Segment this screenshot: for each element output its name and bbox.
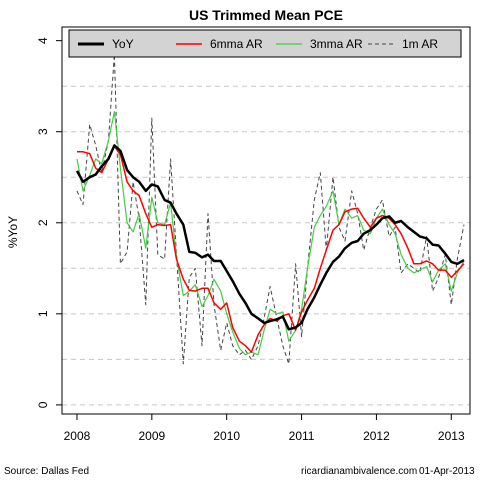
series-line-1m-ar — [76, 53, 465, 365]
legend-label-2: 3mma AR — [310, 37, 363, 51]
x-tick-label-4: 2012 — [363, 429, 390, 443]
legend-label-1: 6mma AR — [210, 37, 263, 51]
y-tick-label-3: 3 — [36, 128, 50, 135]
y-tick-label-1: 1 — [36, 310, 50, 317]
series-line-yoy — [75, 144, 465, 331]
y-tick-label-4: 4 — [36, 37, 50, 44]
x-tick-label-3: 2011 — [289, 429, 315, 443]
legend-label-3: 1m AR — [402, 37, 438, 51]
legend: YoY 6mma AR 3mma AR 1m AR — [68, 29, 462, 58]
series-layer — [75, 53, 465, 365]
y-axis-label: %YoY — [6, 216, 20, 248]
legend-label-0: YoY — [112, 37, 134, 51]
series-line-3mma-ar — [76, 111, 465, 356]
x-tick-label-5: 2013 — [438, 429, 465, 443]
y-tick-label-2: 2 — [36, 219, 50, 226]
series-line-6mma-ar — [77, 145, 465, 353]
chart-title: US Trimmed Mean PCE — [189, 7, 343, 23]
source-note: Source: Dallas Fed — [4, 466, 89, 477]
date-note: 01-Apr-2013 — [419, 466, 475, 477]
x-tick-label-2: 2010 — [213, 429, 240, 443]
y-tick-label-0: 0 — [36, 401, 50, 408]
x-tick-label-0: 2008 — [64, 429, 91, 443]
axes: 2008 2009 2010 2011 2012 2013 0 1 2 3 4 — [36, 37, 465, 443]
legend-box — [68, 29, 462, 58]
plot-frame — [61, 26, 471, 415]
credit-note: ricardianambivalence.com — [301, 466, 417, 477]
x-tick-label-1: 2009 — [138, 429, 165, 443]
grid — [62, 85, 470, 406]
